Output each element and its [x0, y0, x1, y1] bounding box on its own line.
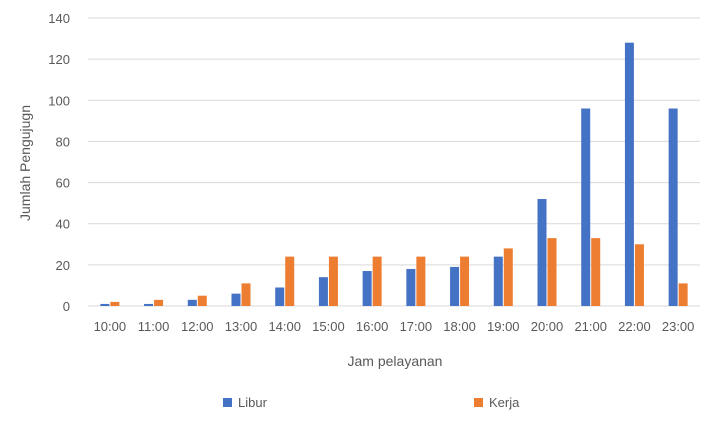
y-tick-label: 140 — [48, 11, 70, 26]
x-tick-label: 14:00 — [268, 319, 301, 334]
bar-libur — [581, 108, 591, 306]
x-tick-label: 22:00 — [618, 319, 651, 334]
legend-swatch-kerja — [474, 398, 483, 407]
y-tick-label: 20 — [56, 258, 70, 273]
y-tick-label: 100 — [48, 93, 70, 108]
bar-kerja — [460, 256, 470, 306]
bar-libur — [624, 42, 634, 306]
legend-label-kerja: Kerja — [489, 395, 520, 410]
y-tick-label: 80 — [56, 134, 70, 149]
bar-libur — [362, 271, 372, 306]
bar-kerja — [591, 238, 601, 306]
bar-libur — [275, 287, 285, 306]
x-tick-label: 18:00 — [443, 319, 476, 334]
x-tick-label: 21:00 — [574, 319, 607, 334]
bars — [100, 42, 688, 306]
legend-swatch-libur — [223, 398, 232, 407]
x-tick-label: 11:00 — [138, 319, 170, 334]
gridlines — [88, 17, 700, 307]
x-tick-label: 23:00 — [662, 319, 695, 334]
axes: 0 20 40 60 80 100 120 140 10:00 11:00 12:00 13:00 14… — [48, 11, 694, 334]
x-tick-label: 17:00 — [400, 319, 433, 334]
bar-libur — [668, 108, 678, 306]
bar-kerja — [197, 295, 207, 306]
y-tick-label: 60 — [56, 176, 70, 191]
bar-libur — [450, 266, 460, 306]
x-tick-label: 12:00 — [181, 319, 214, 334]
y-tick-label: 0 — [63, 299, 70, 314]
legend-label-libur: Libur — [238, 395, 268, 410]
bar-kerja — [547, 238, 557, 306]
bar-kerja — [634, 244, 644, 306]
x-tick-label: 16:00 — [356, 319, 389, 334]
bar-kerja — [328, 256, 338, 306]
bar-kerja — [154, 299, 164, 306]
bar-kerja — [416, 256, 426, 306]
bar-libur — [187, 299, 197, 306]
y-tick-label: 120 — [48, 52, 70, 67]
bar-kerja — [285, 256, 295, 306]
bar-kerja — [241, 283, 251, 306]
bar-kerja — [372, 256, 382, 306]
y-tick-label: 40 — [56, 217, 70, 232]
bar-libur — [318, 277, 328, 306]
bar-kerja — [503, 248, 513, 306]
x-tick-label: 13:00 — [225, 319, 258, 334]
x-tick-label: 10:00 — [94, 319, 127, 334]
x-tick-label: 20:00 — [531, 319, 564, 334]
x-axis-title: Jam pelayanan — [348, 353, 443, 369]
bar-kerja — [678, 283, 688, 306]
bar-libur — [100, 303, 110, 306]
bar-libur — [537, 199, 547, 306]
x-tick-label: 15:00 — [312, 319, 345, 334]
bar-libur — [144, 303, 154, 306]
bar-kerja — [110, 301, 120, 306]
x-tick-label: 19:00 — [487, 319, 520, 334]
legend: Libur Kerja — [223, 395, 520, 410]
bar-libur — [406, 268, 416, 306]
y-axis-title: Jumlah Pengujugn — [17, 105, 33, 221]
bar-libur — [231, 293, 241, 306]
bar-libur — [493, 256, 503, 306]
